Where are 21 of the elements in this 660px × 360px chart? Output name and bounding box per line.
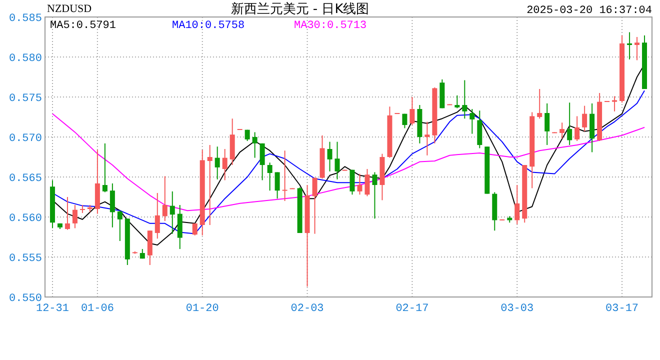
x-tick-label: 03-17 bbox=[606, 303, 639, 315]
y-tick-label: 0.550 bbox=[8, 293, 42, 305]
y-tick-label: 0.565 bbox=[8, 173, 42, 185]
text: MA10:0.5758 bbox=[172, 20, 245, 32]
y-tick-label: 0.560 bbox=[8, 213, 42, 225]
text: MA5:0.5791 bbox=[50, 20, 116, 32]
x-tick-label: 02-17 bbox=[396, 303, 429, 315]
text: MA30:0.5713 bbox=[294, 20, 367, 32]
x-tick-label: 02-03 bbox=[290, 303, 324, 315]
text: NZDUSD bbox=[47, 3, 92, 15]
x-tick-label: 01-06 bbox=[80, 303, 114, 315]
y-tick-label: 0.570 bbox=[8, 133, 42, 145]
x-tick-label: 12-31 bbox=[36, 303, 70, 315]
y-tick-label: 0.555 bbox=[8, 253, 42, 265]
y-tick-label: 0.580 bbox=[8, 53, 42, 65]
chart-title: 新西兰元美元 - 日K线图 bbox=[230, 1, 370, 17]
x-tick-label: 01-20 bbox=[186, 303, 219, 315]
y-tick-label: 0.585 bbox=[8, 13, 42, 25]
y-tick-label: 0.575 bbox=[8, 93, 42, 105]
x-tick-label: 03-03 bbox=[500, 303, 534, 315]
annotation: 2025-03-20 16:37:04 bbox=[526, 5, 652, 17]
